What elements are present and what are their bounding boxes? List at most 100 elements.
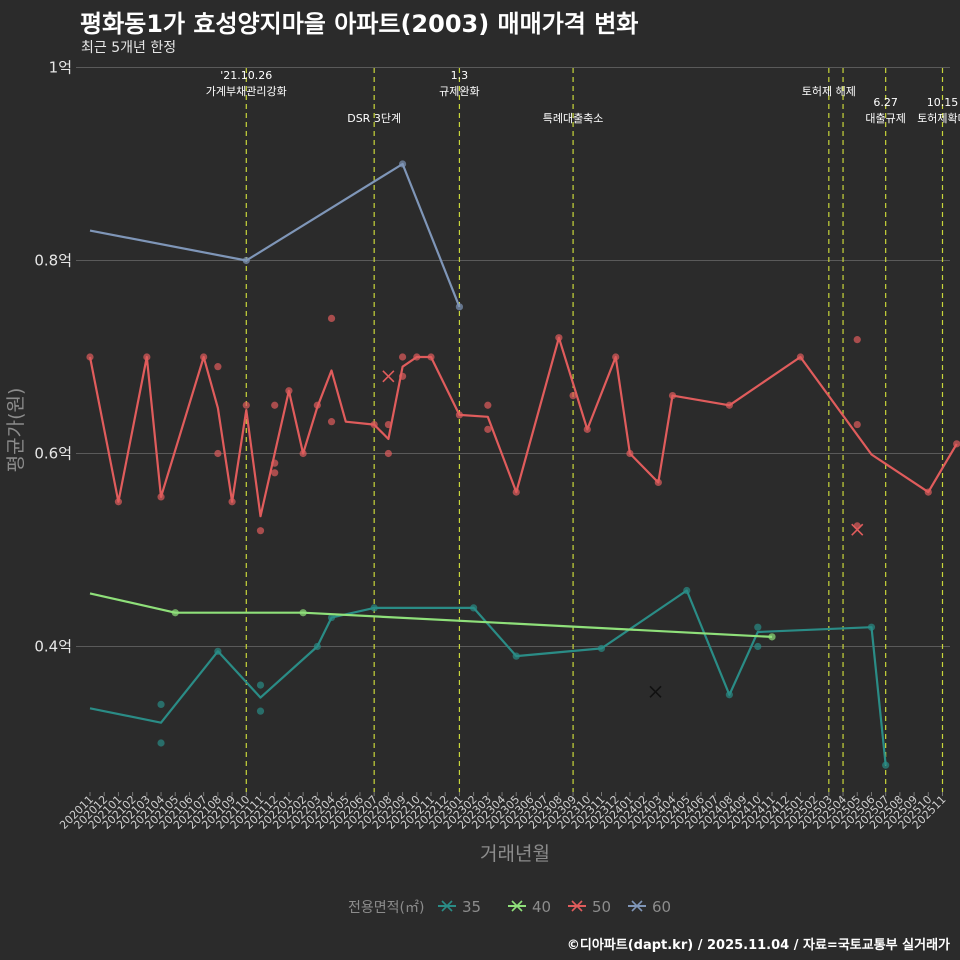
data-point bbox=[242, 401, 250, 409]
event-annotation: 토허제 해제 bbox=[802, 84, 856, 98]
data-point bbox=[299, 609, 307, 617]
legend-item-50: 50 bbox=[568, 898, 611, 916]
data-point bbox=[271, 459, 279, 467]
axes: 거래년월 평균가(원) 0.4억0.6억0.8억1억20201120201220… bbox=[5, 59, 949, 866]
data-point bbox=[313, 642, 321, 651]
data-point bbox=[853, 420, 861, 429]
data-point bbox=[157, 739, 165, 747]
series-40 bbox=[89, 592, 776, 641]
legend-label: 40 bbox=[532, 898, 551, 916]
data-point bbox=[484, 425, 492, 433]
chart-title: 평화동1가 효성양지마을 아파트(2003) 매매가격 변화 bbox=[80, 10, 639, 38]
legend-label: 60 bbox=[652, 898, 671, 916]
event-annotation: 규제완화 bbox=[439, 85, 479, 98]
data-point bbox=[512, 488, 520, 496]
data-point bbox=[683, 586, 691, 595]
data-point bbox=[668, 392, 677, 400]
data-point bbox=[512, 652, 520, 660]
data-point bbox=[398, 353, 407, 361]
data-point bbox=[754, 623, 762, 631]
series-line-40 bbox=[89, 592, 773, 638]
data-point bbox=[569, 392, 577, 400]
cancelled-deal-marker bbox=[649, 685, 662, 698]
legend-swatch-cross bbox=[571, 900, 583, 912]
event-annotation: 10.15 bbox=[927, 96, 959, 109]
event-annotation: 가계부채관리강화 bbox=[206, 85, 287, 98]
chart-subtitle: 최근 5개년 한정 bbox=[81, 40, 177, 56]
data-point bbox=[725, 691, 733, 699]
data-point bbox=[214, 647, 222, 655]
event-annotation: 1.3 bbox=[451, 69, 469, 82]
data-point bbox=[143, 353, 151, 361]
series-50 bbox=[86, 314, 960, 536]
data-point bbox=[754, 642, 762, 651]
data-point bbox=[867, 623, 876, 631]
legend-item-35: 35 bbox=[438, 898, 481, 916]
data-point bbox=[626, 449, 634, 458]
legend-label: 50 bbox=[592, 898, 611, 916]
data-point bbox=[413, 353, 421, 361]
data-point bbox=[853, 336, 861, 344]
series-60 bbox=[89, 160, 464, 311]
data-point bbox=[583, 425, 591, 433]
legend-swatch-cross bbox=[441, 900, 453, 912]
series-layer bbox=[86, 160, 960, 769]
series-line-35 bbox=[89, 589, 887, 766]
legend-label: 35 bbox=[462, 898, 481, 916]
series-line-60 bbox=[89, 162, 461, 308]
data-point bbox=[455, 303, 464, 311]
data-point bbox=[555, 334, 563, 342]
data-point bbox=[256, 707, 265, 715]
y-axis-title: 평균가(원) bbox=[5, 388, 27, 473]
data-point bbox=[256, 527, 265, 535]
data-point bbox=[470, 604, 478, 612]
event-annotation: '21.10.26 bbox=[220, 69, 272, 82]
y-tick-label: 1억 bbox=[49, 59, 72, 77]
data-point bbox=[427, 353, 435, 361]
data-point bbox=[271, 469, 279, 477]
data-point bbox=[327, 613, 336, 622]
data-point bbox=[271, 401, 279, 409]
gridlines bbox=[76, 67, 950, 647]
data-point bbox=[654, 478, 662, 487]
data-point bbox=[313, 401, 321, 409]
event-annotation: 특례대출축소 bbox=[543, 112, 604, 125]
data-point bbox=[384, 449, 392, 458]
data-point bbox=[157, 700, 165, 709]
data-point bbox=[612, 353, 620, 361]
event-annotation: 대출규제 bbox=[865, 112, 905, 125]
data-point bbox=[370, 604, 378, 612]
series-line-50 bbox=[88, 336, 958, 518]
legend-swatch-cross bbox=[631, 900, 643, 912]
data-point bbox=[214, 363, 222, 371]
data-point bbox=[228, 498, 236, 506]
data-point bbox=[384, 420, 392, 429]
y-tick-label: 0.6억 bbox=[34, 445, 72, 463]
data-point bbox=[882, 761, 890, 769]
data-point bbox=[285, 387, 293, 395]
legend: 전용면적(㎡) 35 40 50 60 bbox=[348, 898, 671, 916]
x-axis-title: 거래년월 bbox=[480, 843, 550, 865]
y-tick-label: 0.8억 bbox=[34, 252, 72, 270]
data-point bbox=[924, 488, 932, 496]
data-point bbox=[398, 372, 407, 380]
data-point bbox=[398, 160, 407, 168]
series-35 bbox=[89, 586, 890, 769]
data-point bbox=[86, 353, 94, 361]
event-annotation: 토허제확대 bbox=[917, 112, 960, 125]
data-point bbox=[953, 440, 960, 448]
data-point bbox=[597, 644, 606, 653]
cancelled-deal-marker bbox=[382, 370, 395, 383]
data-point bbox=[370, 420, 378, 429]
legend-title: 전용면적(㎡) bbox=[348, 900, 424, 916]
data-point bbox=[327, 418, 336, 426]
data-point bbox=[171, 609, 179, 617]
legend-item-40: 40 bbox=[508, 898, 551, 916]
data-point bbox=[796, 353, 805, 361]
source-caption: ©디아파트(dapt.kr) / 2025.11.04 / 자료=국토교통부 실… bbox=[566, 938, 950, 953]
data-point bbox=[768, 633, 776, 641]
data-point bbox=[725, 401, 733, 409]
